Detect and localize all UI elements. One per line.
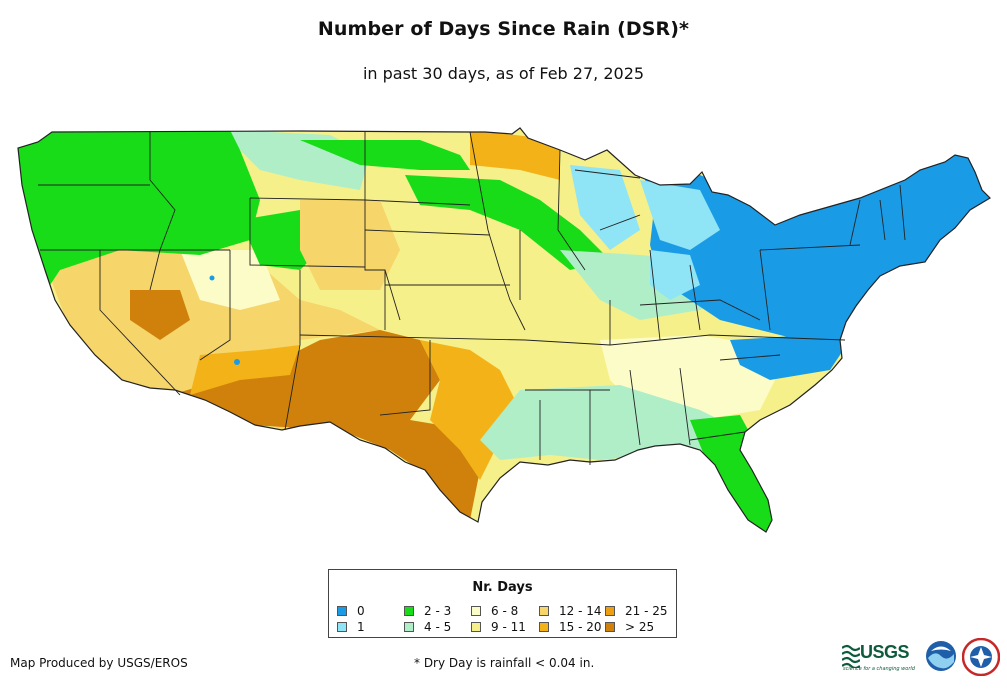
map-subtitle: in past 30 days, as of Feb 27, 2025 [362,64,645,83]
legend-swatch [404,622,414,632]
legend-title: Nr. Days [472,580,533,595]
legend-swatch [605,622,615,632]
legend-item: 0 [337,604,365,618]
legend-item: 15 - 20 [539,620,602,634]
usgs-wave-icon [842,644,860,668]
legend-label: > 25 [625,620,655,634]
legend-label: 1 [357,620,365,634]
dsr-regions [18,128,990,532]
legend-swatch [404,606,414,616]
legend-swatch [471,622,481,632]
state-boundaries [38,131,906,465]
legend-swatch [605,606,615,616]
legend-item: 2 - 3 [404,604,451,618]
credit-text: Map Produced by USGS/EROS [10,656,188,670]
legend-item: 1 [337,620,365,634]
footnote-text: * Dry Day is rainfall < 0.04 in. [414,656,595,670]
legend-label: 6 - 8 [491,604,519,618]
legend-label: 12 - 14 [559,604,602,618]
usgs-logo: USGS science for a changing world [842,640,920,674]
legend-item: 6 - 8 [471,604,518,618]
usgs-tagline: science for a changing world [843,666,915,672]
legend-label: 0 [357,604,365,618]
legend-label: 21 - 25 [625,604,668,618]
nws-logo-icon [962,638,1000,676]
legend-swatch [539,606,549,616]
legend-label: 4 - 5 [424,620,452,634]
legend-item: 9 - 11 [471,620,526,634]
legend-item: 12 - 14 [539,604,602,618]
legend-label: 2 - 3 [424,604,452,618]
legend-label: 9 - 11 [491,620,526,634]
legend-swatch [337,622,347,632]
legend-swatch [539,622,549,632]
noaa-logo-icon [926,641,956,671]
legend-item: > 25 [605,620,654,634]
legend-swatch [471,606,481,616]
legend-swatch [337,606,347,616]
map-title: Number of Days Since Rain (DSR)* [317,18,690,40]
usgs-wordmark: USGS [860,642,910,662]
legend: Nr. Days 0 1 2 - 3 4 - 5 6 - 8 9 - 11 12… [328,569,677,638]
legend-label: 15 - 20 [559,620,602,634]
legend-item: 4 - 5 [404,620,451,634]
legend-item: 21 - 25 [605,604,668,618]
